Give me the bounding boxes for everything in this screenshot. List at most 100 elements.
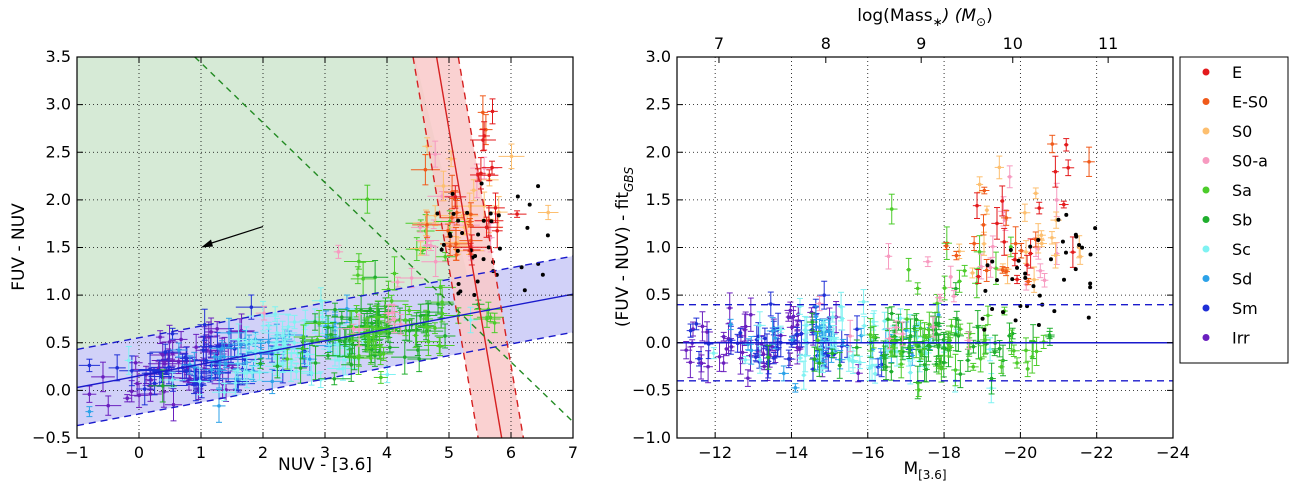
data-point-sb xyxy=(373,353,377,358)
data-point-sc xyxy=(127,358,131,363)
data-point-sa xyxy=(392,271,397,276)
residual-point-irr xyxy=(761,352,766,357)
residual-point-unclassified xyxy=(1056,217,1061,222)
residual-point-sb xyxy=(766,355,771,360)
data-point-sd xyxy=(212,355,217,359)
data-point-sa xyxy=(371,335,376,339)
legend-label-irr: Irr xyxy=(1232,329,1250,348)
residual-point-s0 xyxy=(1039,241,1044,246)
x-tick-label: −24 xyxy=(1156,443,1190,462)
y-tick-label: 3.5 xyxy=(46,47,71,66)
y-tick-label: 1.0 xyxy=(46,285,71,304)
residual-point-sb xyxy=(817,361,822,365)
residual-point-unclassified xyxy=(1064,212,1069,217)
data-point-irr xyxy=(171,402,176,407)
data-point-sc xyxy=(253,349,257,353)
right-zero-lines xyxy=(677,303,1173,382)
data-point-sa xyxy=(285,357,290,361)
residual-point-sm xyxy=(729,338,733,343)
residual-point-irr xyxy=(743,324,748,329)
residual-point-s0-a xyxy=(1042,278,1047,283)
legend-marker-sb xyxy=(1202,216,1210,223)
residual-point-sa xyxy=(986,313,990,318)
legend-label-sc: Sc xyxy=(1232,240,1251,259)
data-point-unclassified xyxy=(515,194,520,199)
legend-label-e-s0: E-S0 xyxy=(1232,93,1268,112)
residual-point-s0 xyxy=(1024,250,1028,254)
data-point-unclassified xyxy=(497,246,502,251)
residual-point-sc xyxy=(898,316,903,320)
residual-point-sa xyxy=(971,365,976,369)
residual-point-s0-a xyxy=(900,332,905,336)
data-point-e-s0 xyxy=(469,212,473,217)
data-point-irr xyxy=(106,403,111,408)
residual-point-unclassified xyxy=(1073,232,1078,237)
data-point-e xyxy=(495,229,500,233)
residual-point-sa xyxy=(916,388,921,392)
data-point-unclassified xyxy=(479,181,484,186)
residual-point-e-s0 xyxy=(1087,159,1091,164)
data-point-sd xyxy=(87,409,92,414)
left-grid xyxy=(77,57,573,438)
data-point-s0-a xyxy=(351,326,356,331)
residual-point-e-s0 xyxy=(1050,142,1055,146)
x-tick-label: −12 xyxy=(698,443,732,462)
fit-line xyxy=(77,293,573,389)
residual-point-sb xyxy=(918,349,922,354)
residual-point-sa xyxy=(1015,361,1019,365)
x-tick-label: 3 xyxy=(320,443,330,462)
residual-point-s0 xyxy=(970,271,975,275)
residual-point-sc xyxy=(831,336,835,341)
data-point-sc xyxy=(275,331,279,335)
residual-point-unclassified xyxy=(1023,271,1028,276)
residual-point-sa xyxy=(815,338,820,342)
data-point-unclassified xyxy=(465,210,470,215)
residual-point-unclassified xyxy=(1088,252,1093,257)
y-tick-label: −0.5 xyxy=(32,428,71,447)
residual-point-sd xyxy=(647,367,651,371)
data-point-sc xyxy=(343,358,348,362)
data-point-sc xyxy=(222,390,227,395)
data-point-sb xyxy=(340,315,344,319)
residual-point-sm xyxy=(855,327,859,331)
data-point-sm xyxy=(202,322,207,327)
data-point-sc xyxy=(281,361,285,365)
data-point-sc xyxy=(286,324,291,329)
data-point-sc xyxy=(289,365,293,369)
residual-point-unclassified xyxy=(1016,258,1021,263)
data-point-sm xyxy=(204,358,208,363)
residual-point-sd xyxy=(814,331,818,336)
residual-point-e-s0 xyxy=(1026,279,1031,284)
residual-point-sb xyxy=(837,363,842,368)
residual-point-sa xyxy=(949,324,954,328)
data-point-unclassified xyxy=(522,288,527,293)
residual-point-unclassified xyxy=(990,259,995,264)
data-point-sm xyxy=(152,381,157,386)
top-tick-label: 11 xyxy=(1098,34,1118,53)
residual-point-sa xyxy=(905,317,909,321)
data-point-s0-a xyxy=(418,225,423,230)
y-tick-label: 1.5 xyxy=(46,238,71,257)
right-y-axis-label: (FUV - NUV) - fitGBS xyxy=(613,166,636,327)
right-y-axis-label-main: (FUV - NUV) - fit xyxy=(613,192,633,327)
data-point-e xyxy=(490,109,495,114)
data-point-sa xyxy=(381,352,386,356)
residual-point-sc xyxy=(803,338,808,343)
data-point-sc xyxy=(274,346,279,350)
residual-point-unclassified xyxy=(1036,323,1041,328)
data-point-unclassified xyxy=(481,218,486,223)
data-point-sa xyxy=(357,259,361,264)
residual-point-unclassified xyxy=(983,288,988,293)
residual-point-s0-a xyxy=(991,244,995,249)
data-point-sc xyxy=(257,370,262,374)
residual-point-s0 xyxy=(1023,210,1027,215)
data-point-sm xyxy=(142,387,147,391)
data-point-sm xyxy=(163,350,168,354)
residual-point-s0 xyxy=(1034,191,1038,196)
data-point-unclassified xyxy=(489,219,494,224)
data-point-sa xyxy=(415,247,419,251)
residual-point-s0-a xyxy=(887,336,892,341)
data-point-sm xyxy=(242,357,247,362)
data-point-sd xyxy=(270,379,275,384)
